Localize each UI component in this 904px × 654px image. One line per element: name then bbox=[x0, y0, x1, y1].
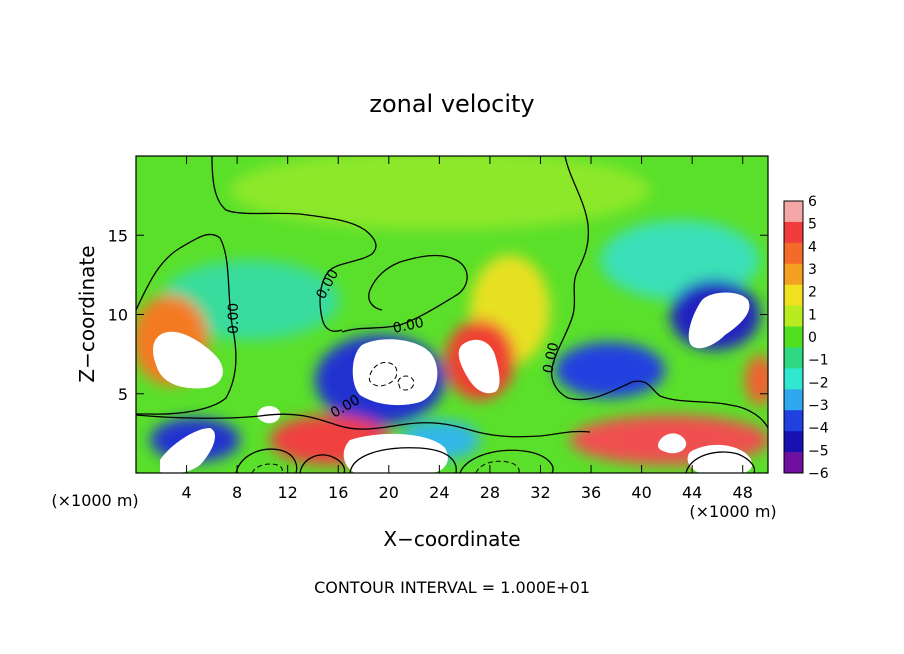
field-region-cyan-left bbox=[160, 260, 340, 340]
x-tick-label-8: 36 bbox=[581, 483, 601, 502]
dashed-contour-bottom-right bbox=[475, 460, 520, 473]
colorbar-swatch-4 bbox=[784, 284, 803, 307]
contour-line-bottom-right-loop bbox=[459, 449, 554, 473]
colorbar-swatch-10 bbox=[784, 410, 803, 432]
x-tick-label-6: 28 bbox=[480, 483, 500, 502]
x-tick-label-4: 20 bbox=[379, 483, 399, 502]
saturated-regions bbox=[153, 292, 753, 473]
colorbar-frame bbox=[783, 200, 804, 474]
x-axis-label: X−coordinate bbox=[383, 527, 520, 551]
contour-interval-footer: CONTOUR INTERVAL = 1.000E+01 bbox=[314, 578, 590, 597]
contour-line-left bbox=[136, 233, 237, 415]
contour-label-1: 0.00 bbox=[226, 303, 242, 334]
x-tick-label-10: 44 bbox=[682, 483, 702, 502]
colorbar-swatch-6 bbox=[784, 326, 803, 348]
white-blob-small-right bbox=[658, 433, 687, 454]
chart-title: zonal velocity bbox=[369, 90, 534, 118]
colorbar-swatch-8 bbox=[784, 368, 803, 390]
colorbar-label-9: −3 bbox=[808, 398, 829, 414]
field-region-cyan-right bbox=[600, 220, 760, 300]
contour-line-far-right-loop bbox=[685, 451, 756, 473]
colorbar-label-6: 0 bbox=[808, 330, 817, 346]
colorbar-label-2: 4 bbox=[808, 239, 817, 255]
x-tick-label-3: 16 bbox=[328, 483, 348, 502]
dashed-contour-center-b bbox=[397, 375, 415, 391]
field-region-blue-right bbox=[555, 342, 665, 398]
white-blob-left bbox=[153, 331, 223, 389]
colorbar-label-0: 6 bbox=[808, 194, 817, 210]
x-unit-left: (×1000 m) bbox=[51, 491, 138, 510]
colorbar-swatch-2 bbox=[784, 242, 803, 265]
colorbar-label-7: −1 bbox=[808, 353, 829, 369]
field-region-red-right-edge bbox=[745, 355, 768, 405]
contour-line-bottom-mid-loop bbox=[299, 454, 346, 473]
x-tick-label-11: 48 bbox=[733, 483, 753, 502]
white-blob-bottom-left bbox=[160, 428, 215, 473]
colorbar-label-5: 1 bbox=[808, 307, 817, 323]
y-tick-label-0: 5 bbox=[118, 385, 128, 404]
x-tick-label-5: 24 bbox=[429, 483, 449, 502]
dashed-contour-center-a bbox=[368, 361, 398, 387]
colorbar-swatch-0 bbox=[784, 201, 803, 223]
colorbar-label-10: −4 bbox=[808, 421, 829, 437]
colorbar-swatch-7 bbox=[784, 347, 803, 369]
dashed-contour-bottom-left bbox=[251, 463, 283, 473]
x-tick-label-0: 4 bbox=[181, 483, 191, 502]
x-unit-right: (×1000 m) bbox=[689, 502, 776, 521]
colorbar: 6 5 4 3 2 1 0 −1 −2 −3 −4 −5 −6 bbox=[783, 194, 829, 482]
contour-line-bottom-left-loop bbox=[235, 448, 298, 473]
contour-line-right bbox=[550, 156, 768, 429]
field-region-upper-light bbox=[230, 156, 650, 230]
negative-contours bbox=[251, 361, 520, 473]
white-blob-center bbox=[352, 339, 438, 406]
colorbar-swatch-1 bbox=[784, 221, 803, 244]
contour-labels: 0.00 0.00 0.00 0.00 0.00 bbox=[226, 267, 562, 422]
x-axis-ticks: 4 8 12 16 20 24 28 32 36 40 44 48 bbox=[181, 156, 753, 502]
plot-area bbox=[136, 156, 768, 473]
x-tick-label-7: 32 bbox=[530, 483, 550, 502]
contour-line-bottom-center-loop bbox=[349, 447, 457, 473]
contour-label-4: 0.00 bbox=[540, 341, 562, 375]
colorbar-swatch-11 bbox=[784, 431, 803, 453]
y-tick-label-2: 15 bbox=[108, 226, 128, 245]
white-blob-red-center bbox=[458, 339, 500, 394]
contour-label-3: 0.00 bbox=[392, 315, 426, 337]
white-blob-bottom-right bbox=[687, 444, 753, 473]
contour-line-top-left bbox=[211, 156, 377, 332]
y-axis-ticks: 5 10 15 bbox=[108, 226, 768, 404]
x-tick-label-1: 8 bbox=[232, 483, 242, 502]
y-axis-label: Z−coordinate bbox=[75, 245, 99, 382]
x-tick-label-9: 40 bbox=[631, 483, 651, 502]
y-tick-label-1: 10 bbox=[108, 306, 128, 325]
colorbar-label-3: 3 bbox=[808, 262, 817, 278]
x-tick-label-2: 12 bbox=[278, 483, 298, 502]
colorbar-label-8: −2 bbox=[808, 375, 829, 391]
white-blob-bottom-center bbox=[343, 433, 448, 473]
colorbar-label-1: 5 bbox=[808, 217, 817, 233]
colorbar-label-4: 2 bbox=[808, 285, 817, 301]
colorbar-label-12: −6 bbox=[808, 466, 829, 482]
contour-line-bottom bbox=[136, 413, 591, 438]
white-blob-upper-right bbox=[688, 292, 750, 349]
colorbar-swatch-12 bbox=[784, 452, 803, 474]
contour-line-upper-tongue bbox=[341, 254, 468, 333]
colorbar-swatch-9 bbox=[784, 389, 803, 411]
colorbar-label-11: −5 bbox=[808, 443, 829, 459]
colorbar-swatch-5 bbox=[784, 305, 803, 328]
colorbar-swatch-3 bbox=[784, 263, 803, 286]
zero-contours bbox=[136, 156, 768, 473]
